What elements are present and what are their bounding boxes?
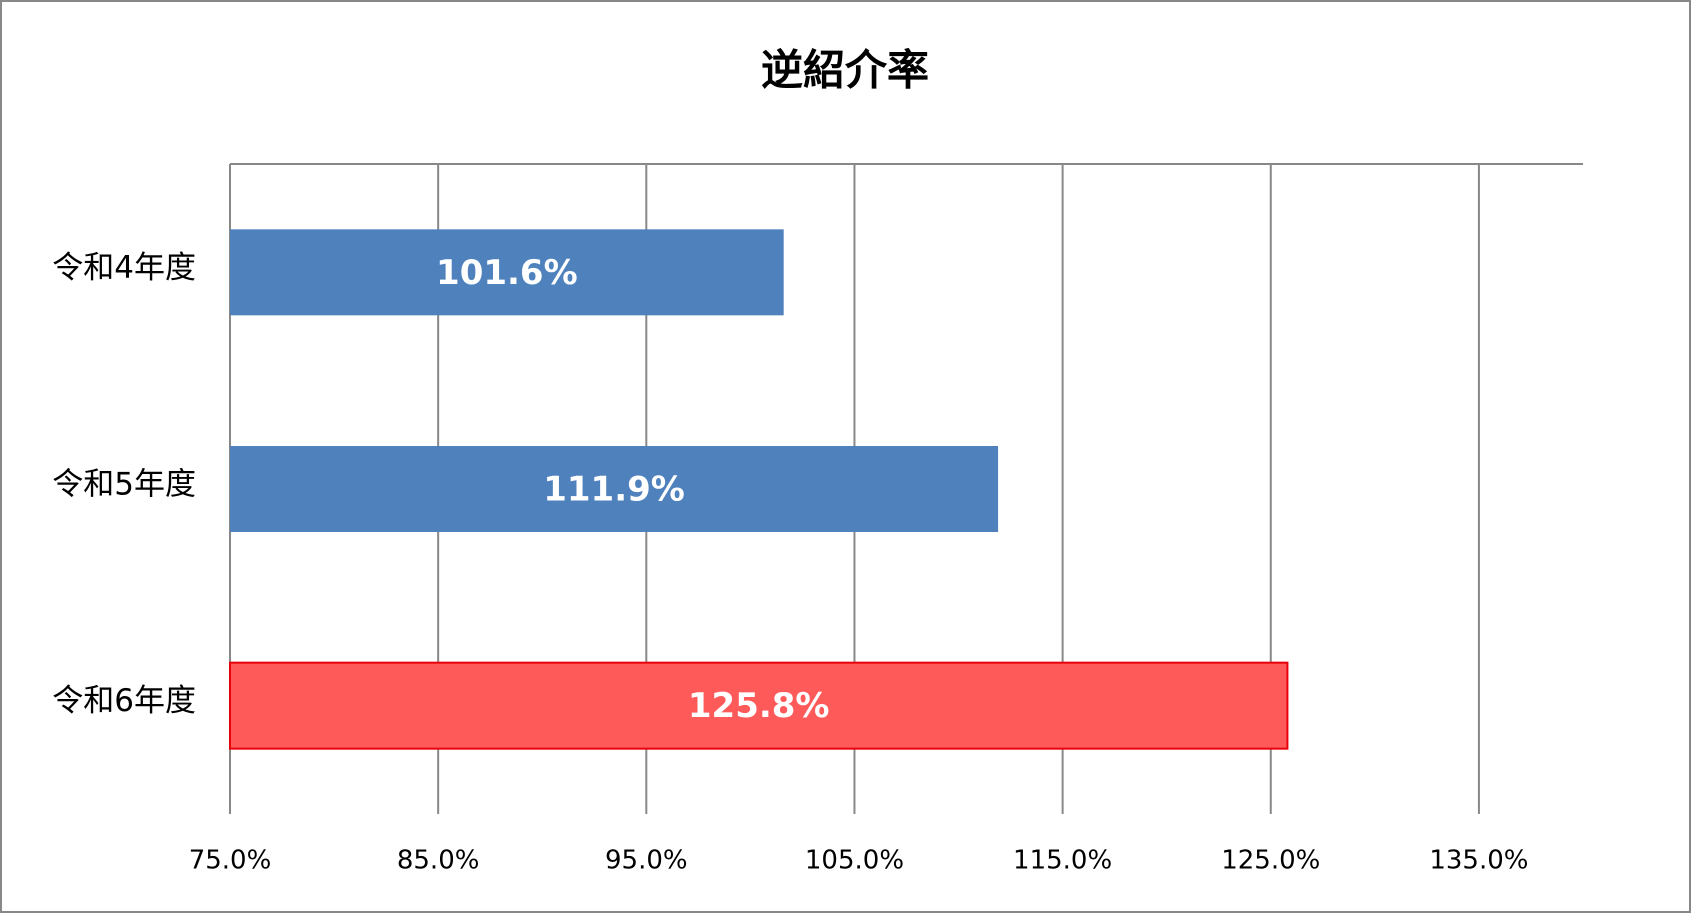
y-tick-label: 令和6年度 xyxy=(52,683,196,719)
y-tick-label: 令和4年度 xyxy=(52,250,196,286)
value-label: 101.6% xyxy=(436,253,578,293)
x-tick-label: 105.0% xyxy=(805,846,904,876)
x-tick-label: 85.0% xyxy=(397,846,480,876)
x-tick-label: 75.0% xyxy=(189,846,272,876)
chart-title: 逆紹介率 xyxy=(761,46,929,95)
x-tick-label: 95.0% xyxy=(605,846,688,876)
bar xyxy=(229,661,1289,750)
x-tick-label: 115.0% xyxy=(1013,846,1112,876)
y-tick-label: 令和5年度 xyxy=(52,467,196,503)
bar xyxy=(230,229,784,316)
bar xyxy=(230,446,999,532)
value-label: 111.9% xyxy=(543,470,685,510)
x-tick-label: 125.0% xyxy=(1221,846,1320,876)
value-label: 125.8% xyxy=(688,686,830,726)
x-tick-label: 135.0% xyxy=(1429,846,1528,876)
